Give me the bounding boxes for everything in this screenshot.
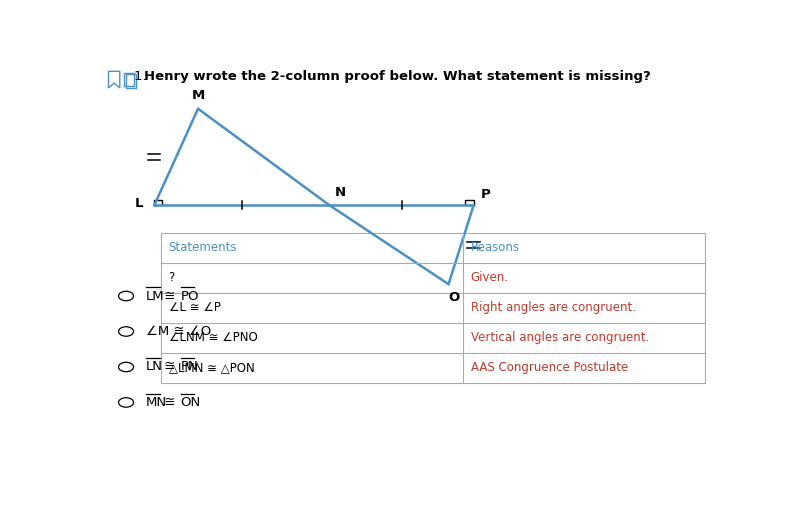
Text: Right angles are congruent.: Right angles are congruent. xyxy=(470,302,636,314)
Text: LM: LM xyxy=(146,289,165,303)
Text: Statements: Statements xyxy=(169,242,237,254)
Text: ∠L ≅ ∠P: ∠L ≅ ∠P xyxy=(169,302,221,314)
Text: 1.: 1. xyxy=(133,70,150,83)
Text: ≅: ≅ xyxy=(160,360,179,373)
Text: Given.: Given. xyxy=(470,271,509,284)
Text: ≅: ≅ xyxy=(160,396,179,409)
Text: ON: ON xyxy=(181,396,201,409)
Text: Henry wrote the 2-column proof below. What statement is missing?: Henry wrote the 2-column proof below. Wh… xyxy=(144,70,650,83)
Text: L: L xyxy=(134,197,143,210)
Text: N: N xyxy=(335,186,346,199)
Text: O: O xyxy=(448,291,459,304)
Text: ?: ? xyxy=(169,271,175,284)
Text: ∠LNM ≅ ∠PNO: ∠LNM ≅ ∠PNO xyxy=(169,331,258,344)
Bar xyxy=(124,73,133,87)
Text: △LMN ≅ △PON: △LMN ≅ △PON xyxy=(169,361,255,374)
Bar xyxy=(126,74,136,88)
Text: PO: PO xyxy=(181,289,199,303)
Text: M: M xyxy=(191,89,204,102)
Text: AAS Congruence Postulate: AAS Congruence Postulate xyxy=(470,361,628,374)
Text: Vertical angles are congruent.: Vertical angles are congruent. xyxy=(470,331,649,344)
Text: PN: PN xyxy=(181,360,199,373)
Text: ∠M ≅ ∠O: ∠M ≅ ∠O xyxy=(146,325,212,338)
Bar xyxy=(161,233,705,383)
Text: P: P xyxy=(481,188,490,201)
Text: ≅: ≅ xyxy=(160,289,179,303)
Text: Reasons: Reasons xyxy=(470,242,520,254)
Text: LN: LN xyxy=(146,360,163,373)
Text: MN: MN xyxy=(146,396,167,409)
